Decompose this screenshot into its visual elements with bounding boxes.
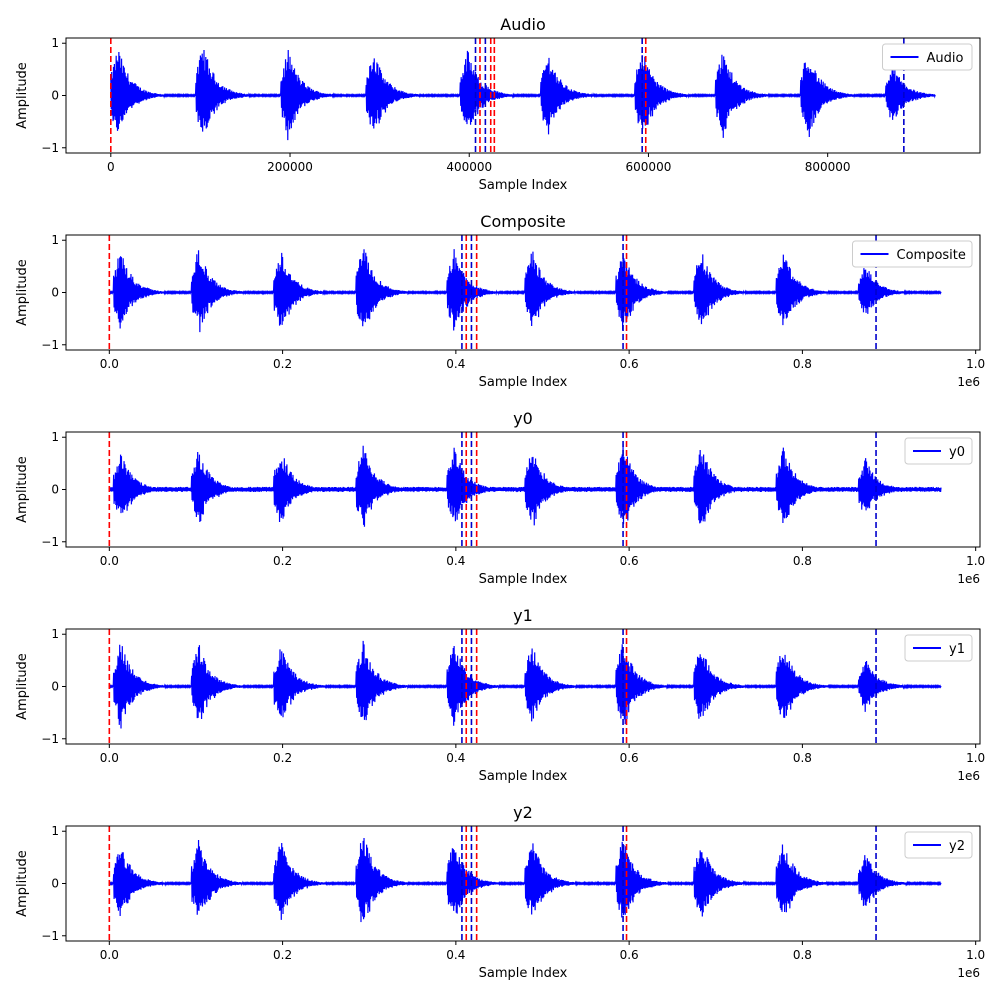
x-tick-label: 800000 (805, 160, 851, 174)
y-tick-label: −1 (41, 535, 59, 549)
x-tick-label: 0.8 (793, 554, 812, 568)
x-tick-label: 1.0 (966, 357, 985, 371)
series-line-composite (108, 249, 942, 333)
x-tick-label: 1.0 (966, 554, 985, 568)
series-line-audio (110, 50, 936, 141)
x-axis-label: Sample Index (479, 375, 568, 390)
x-tick-label: 0.8 (793, 751, 812, 765)
x-tick-label: 0.8 (793, 948, 812, 962)
subplot-title: Audio (500, 15, 545, 34)
x-tick-label: 0.4 (446, 554, 465, 568)
x-axis-label: Sample Index (479, 769, 568, 784)
x-tick-label: 0.2 (273, 554, 292, 568)
y-tick-label: 1 (51, 430, 59, 444)
x-tick-label: 0.8 (793, 357, 812, 371)
x-scale-offset-label: 1e6 (957, 375, 980, 389)
subplot-title: Composite (480, 212, 565, 231)
y-tick-label: 0 (51, 483, 59, 497)
x-tick-label: 1.0 (966, 751, 985, 765)
x-tick-label: 0.0 (100, 751, 119, 765)
x-scale-offset-label: 1e6 (957, 572, 980, 586)
series-line-y2 (108, 838, 942, 923)
legend-label: Audio (927, 51, 964, 66)
x-tick-label: 200000 (267, 160, 313, 174)
x-tick-label: 0.2 (273, 751, 292, 765)
x-tick-label: 1.0 (966, 948, 985, 962)
x-tick-label: 0.0 (100, 948, 119, 962)
x-tick-label: 0.4 (446, 948, 465, 962)
y-tick-label: 1 (51, 824, 59, 838)
y-tick-label: 0 (51, 89, 59, 103)
y-tick-label: −1 (41, 929, 59, 943)
x-tick-label: 0.2 (273, 357, 292, 371)
y-tick-label: 0 (51, 286, 59, 300)
y-tick-label: 1 (51, 627, 59, 641)
x-scale-offset-label: 1e6 (957, 769, 980, 783)
y-axis-label: Amplitude (15, 850, 30, 917)
x-axis-label: Sample Index (479, 178, 568, 193)
subplot-title: y1 (513, 606, 533, 625)
x-tick-label: 0.6 (620, 948, 639, 962)
y-tick-label: −1 (41, 338, 59, 352)
subplot-title: y2 (513, 803, 533, 822)
legend: Audio (882, 43, 973, 71)
series-line-y1 (108, 640, 942, 729)
legend: y2 (904, 831, 973, 859)
subplot-y2: y2 0.0 0.2 0.4 0.6 0.8 1.0 −1 0 1 Sample Index Ampl… (15, 803, 985, 981)
y-tick-label: 1 (51, 36, 59, 50)
y-tick-label: 1 (51, 233, 59, 247)
y-tick-label: −1 (41, 141, 59, 155)
y-tick-label: −1 (41, 732, 59, 746)
legend-label: y2 (949, 839, 965, 854)
x-axis-label: Sample Index (479, 966, 568, 981)
subplot-y1: y1 0.0 0.2 0.4 0.6 0.8 1.0 −1 0 1 Sample Index Ampl… (15, 606, 985, 784)
x-tick-label: 0.6 (620, 554, 639, 568)
x-tick-label: 0.6 (620, 751, 639, 765)
subplot-title: y0 (513, 409, 533, 428)
subplot-y0: y0 0.0 0.2 0.4 0.6 0.8 1.0 −1 0 1 Sample Index Ampl… (15, 409, 985, 587)
x-tick-label: 0.2 (273, 948, 292, 962)
legend: y0 (904, 437, 973, 465)
x-tick-label: 0.0 (100, 554, 119, 568)
y-axis-label: Amplitude (15, 259, 30, 326)
x-tick-label: 600000 (626, 160, 672, 174)
x-tick-label: 400000 (446, 160, 492, 174)
legend: Composite (852, 240, 973, 268)
legend-label: y1 (949, 642, 965, 657)
series-line-y0 (108, 443, 942, 527)
legend: y1 (904, 634, 973, 662)
legend-box (882, 43, 973, 71)
y-tick-label: 0 (51, 877, 59, 891)
legend-label: y0 (949, 445, 965, 460)
x-tick-label: 0.4 (446, 751, 465, 765)
x-axis-label: Sample Index (479, 572, 568, 587)
x-tick-label: 0.6 (620, 357, 639, 371)
legend-label: Composite (897, 248, 966, 263)
y-axis-label: Amplitude (15, 456, 30, 523)
y-axis-label: Amplitude (15, 62, 30, 129)
y-axis-label: Amplitude (15, 653, 30, 720)
x-tick-label: 0.0 (100, 357, 119, 371)
y-tick-label: 0 (51, 680, 59, 694)
x-tick-label: 0.4 (446, 357, 465, 371)
x-scale-offset-label: 1e6 (957, 966, 980, 980)
subplot-composite: Composite 0.0 0.2 0.4 0.6 0.8 1.0 −1 0 1 Sample In… (15, 212, 985, 390)
legend-box (852, 240, 973, 268)
subplot-audio: Audio 0 200000 400000 600000 800000 −1 0 1 Sample… (15, 15, 981, 193)
x-tick-label: 0 (107, 160, 115, 174)
